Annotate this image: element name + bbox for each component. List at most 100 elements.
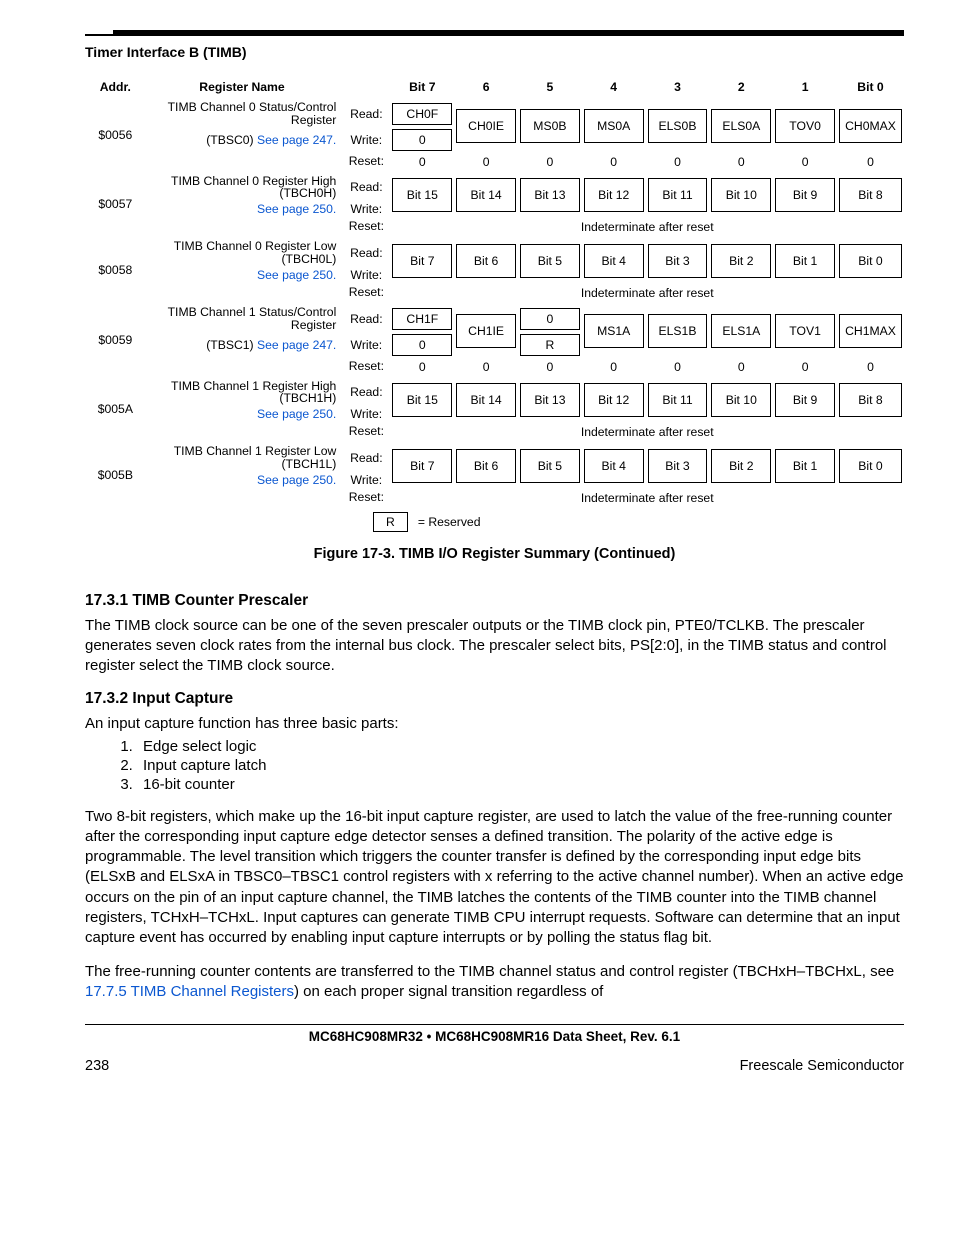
bit-cell: 0 bbox=[392, 334, 452, 356]
bit-cell: Bit 0 bbox=[839, 449, 902, 483]
list-item: 16-bit counter bbox=[137, 776, 904, 793]
reset-cell: 0 bbox=[390, 357, 454, 375]
page-link[interactable]: See page 250. bbox=[257, 202, 336, 216]
row-label-read: Read: bbox=[342, 174, 390, 202]
bit-cell: TOV1 bbox=[775, 314, 835, 348]
bit-cell: Bit 9 bbox=[775, 383, 835, 417]
th-bit6: 6 bbox=[454, 78, 518, 96]
reset-cell: 0 bbox=[773, 152, 837, 170]
th-bit3: 3 bbox=[646, 78, 710, 96]
reset-cell: 0 bbox=[709, 152, 773, 170]
bit-cell: Bit 13 bbox=[520, 178, 580, 212]
th-bit2: 2 bbox=[709, 78, 773, 96]
bit-cell: MS0B bbox=[520, 109, 580, 143]
bit-cell: Bit 2 bbox=[711, 244, 771, 278]
reset-cell: 0 bbox=[773, 357, 837, 375]
reset-indeterminate: Indeterminate after reset bbox=[390, 488, 904, 506]
footer-rule bbox=[85, 1024, 904, 1025]
reset-cell: 0 bbox=[837, 357, 904, 375]
bit-cell: MS1A bbox=[584, 314, 644, 348]
footer-row: 238 Freescale Semiconductor bbox=[85, 1058, 904, 1074]
footer-doc-title: MC68HC908MR32 • MC68HC908MR16 Data Sheet… bbox=[85, 1029, 904, 1044]
bit-cell: Bit 8 bbox=[839, 383, 902, 417]
bit-cell: Bit 5 bbox=[520, 449, 580, 483]
row-label-write: Write: bbox=[342, 406, 390, 422]
row-label-reset: Reset: bbox=[342, 357, 390, 375]
bit-cell: Bit 4 bbox=[584, 244, 644, 278]
link-channel-registers[interactable]: 17.7.5 TIMB Channel Registers bbox=[85, 983, 294, 1000]
bit-cell: CH1IE bbox=[456, 314, 516, 348]
addr-cell: $0056 bbox=[85, 100, 146, 170]
addr-cell: $0057 bbox=[85, 174, 146, 236]
reserved-legend: R = Reserved bbox=[373, 512, 904, 532]
reset-cell: 0 bbox=[709, 357, 773, 375]
bit-cell: 0 bbox=[520, 308, 580, 330]
row-label-read: Read: bbox=[342, 444, 390, 472]
para-ic-intro: An input capture function has three basi… bbox=[85, 714, 904, 734]
para-ic-cont-a: The free-running counter contents are tr… bbox=[85, 963, 894, 980]
row-label-write: Write: bbox=[342, 201, 390, 217]
row-label-reset: Reset: bbox=[342, 488, 390, 506]
row-label-reset: Reset: bbox=[342, 422, 390, 440]
bit-cell: Bit 1 bbox=[775, 449, 835, 483]
footer-company: Freescale Semiconductor bbox=[740, 1058, 904, 1074]
th-bit7: Bit 7 bbox=[390, 78, 454, 96]
page-link[interactable]: See page 250. bbox=[257, 473, 336, 487]
page-link[interactable]: See page 250. bbox=[257, 407, 336, 421]
reset-cell: 0 bbox=[518, 152, 582, 170]
th-addr: Addr. bbox=[85, 78, 146, 96]
bit-cell: Bit 4 bbox=[584, 449, 644, 483]
row-label-reset: Reset: bbox=[342, 217, 390, 235]
bit-cell: MS0A bbox=[584, 109, 644, 143]
row-label-read: Read: bbox=[342, 379, 390, 407]
reset-cell: 0 bbox=[646, 152, 710, 170]
register-summary-table: Addr. Register Name Bit 7 6 5 4 3 2 1 Bi… bbox=[85, 78, 904, 506]
page-number: 238 bbox=[85, 1058, 109, 1074]
bit-cell: Bit 8 bbox=[839, 178, 902, 212]
row-label-reset: Reset: bbox=[342, 152, 390, 170]
para-ic-cont: The free-running counter contents are tr… bbox=[85, 962, 904, 1002]
th-bit4: 4 bbox=[582, 78, 646, 96]
bit-cell: Bit 12 bbox=[584, 178, 644, 212]
row-label-write: Write: bbox=[342, 267, 390, 283]
page-link[interactable]: See page 250. bbox=[257, 268, 336, 282]
addr-cell: $005A bbox=[85, 379, 146, 441]
row-label-write: Write: bbox=[342, 128, 390, 152]
bit-cell: CH1MAX bbox=[839, 314, 902, 348]
bit-cell: Bit 11 bbox=[648, 178, 708, 212]
reset-cell: 0 bbox=[837, 152, 904, 170]
bit-cell: 0 bbox=[392, 129, 452, 151]
page-link[interactable]: See page 247. bbox=[257, 338, 336, 352]
bit-cell: CH0F bbox=[392, 103, 452, 125]
bit-cell: Bit 14 bbox=[456, 178, 516, 212]
bit-cell: CH0MAX bbox=[839, 109, 902, 143]
bit-cell: Bit 2 bbox=[711, 449, 771, 483]
input-capture-list: Edge select logic Input capture latch 16… bbox=[85, 738, 904, 793]
bit-cell: Bit 14 bbox=[456, 383, 516, 417]
heading-input-capture: 17.3.2 Input Capture bbox=[85, 690, 904, 708]
regname-cell: TIMB Channel 0 Status/ControlRegister bbox=[146, 100, 343, 128]
bit-cell: Bit 7 bbox=[392, 244, 452, 278]
bit-cell: Bit 1 bbox=[775, 244, 835, 278]
reset-cell: 0 bbox=[454, 357, 518, 375]
reset-cell: 0 bbox=[646, 357, 710, 375]
bit-cell: ELS1B bbox=[648, 314, 708, 348]
th-bit1: 1 bbox=[773, 78, 837, 96]
bit-cell: ELS0A bbox=[711, 109, 771, 143]
bit-cell: Bit 13 bbox=[520, 383, 580, 417]
bit-cell: Bit 15 bbox=[392, 383, 452, 417]
bit-cell: Bit 7 bbox=[392, 449, 452, 483]
page-link[interactable]: See page 247. bbox=[257, 133, 336, 147]
reset-cell: 0 bbox=[390, 152, 454, 170]
bit-cell: TOV0 bbox=[775, 109, 835, 143]
regname-short: (TBSC1) See page 247. bbox=[146, 333, 343, 357]
th-regname: Register Name bbox=[146, 78, 343, 96]
reset-cell: 0 bbox=[454, 152, 518, 170]
regname-cell: TIMB Channel 1 Register High(TBCH1H) bbox=[146, 379, 343, 407]
reserved-label: = Reserved bbox=[418, 515, 481, 529]
th-bit0: Bit 0 bbox=[837, 78, 904, 96]
bit-cell: Bit 11 bbox=[648, 383, 708, 417]
section-title: Timer Interface B (TIMB) bbox=[85, 44, 904, 60]
row-label-write: Write: bbox=[342, 333, 390, 357]
regname-cell: TIMB Channel 1 Status/ControlRegister bbox=[146, 305, 343, 333]
